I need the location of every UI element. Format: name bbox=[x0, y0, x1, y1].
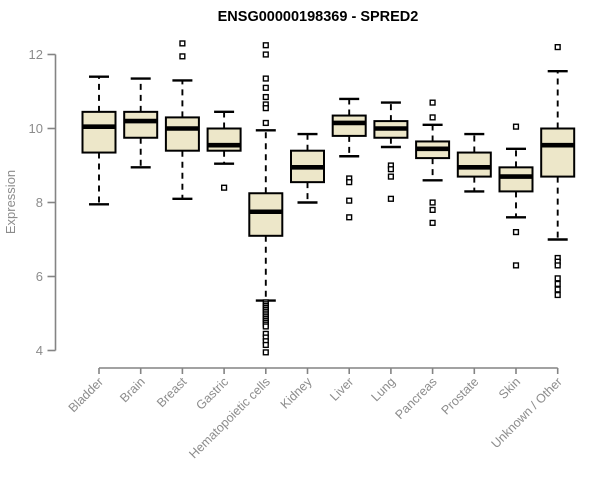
outlier-point bbox=[554, 280, 561, 288]
boxplot-group bbox=[206, 110, 242, 191]
outlier-point bbox=[429, 219, 436, 226]
x-category-label: Liver bbox=[327, 375, 356, 404]
outlier-point bbox=[429, 199, 436, 206]
iqr-box bbox=[248, 192, 284, 237]
outlier-point bbox=[179, 53, 186, 60]
outlier-point bbox=[262, 105, 269, 112]
boxplot-group bbox=[290, 132, 325, 204]
y-tick-label: 6 bbox=[36, 269, 43, 284]
outlier-point bbox=[554, 262, 561, 269]
iqr-box bbox=[498, 166, 534, 193]
outlier-point bbox=[429, 206, 436, 214]
outlier-point bbox=[387, 195, 395, 202]
x-category-label: Bladder bbox=[66, 375, 106, 415]
boxplot-group bbox=[540, 44, 576, 299]
outlier-point bbox=[512, 228, 520, 236]
outlier-point bbox=[512, 262, 520, 269]
y-axis-label: Expression bbox=[3, 170, 18, 234]
y-tick-label: 4 bbox=[36, 343, 43, 358]
outlier-point bbox=[554, 286, 561, 293]
boxplot-group bbox=[373, 101, 409, 202]
x-category-label: Prostate bbox=[439, 375, 482, 418]
boxplot-group bbox=[415, 99, 451, 226]
y-axis: 4 6 8 10 12 bbox=[29, 47, 57, 358]
outlier-point bbox=[262, 84, 269, 91]
outlier-point bbox=[262, 93, 269, 101]
outlier-point bbox=[554, 291, 561, 299]
outlier-point bbox=[387, 173, 395, 180]
iqr-box bbox=[331, 114, 367, 137]
x-category-label: Brain bbox=[117, 375, 148, 406]
x-category-label: Hematopoietic cells bbox=[186, 375, 273, 462]
outlier-point bbox=[220, 184, 228, 191]
outlier-point bbox=[346, 214, 353, 221]
y-tick-label: 8 bbox=[36, 195, 43, 210]
outlier-point bbox=[262, 349, 269, 356]
y-tick-label: 12 bbox=[29, 47, 43, 62]
boxplot-group bbox=[498, 123, 534, 269]
outlier-point bbox=[512, 123, 520, 130]
boxplot-group bbox=[81, 75, 117, 206]
outlier-point bbox=[554, 275, 561, 282]
outlier-point bbox=[179, 40, 186, 47]
iqr-box bbox=[456, 151, 492, 178]
box-series bbox=[81, 40, 576, 356]
outlier-point bbox=[262, 75, 269, 82]
x-category-label: Kidney bbox=[278, 374, 315, 411]
chart-title: ENSG00000198369 - SPRED2 bbox=[218, 9, 419, 25]
x-category-label: Gastric bbox=[193, 375, 231, 413]
iqr-box bbox=[540, 127, 576, 178]
boxplot-group bbox=[456, 132, 492, 193]
iqr-box bbox=[164, 116, 200, 152]
iqr-box bbox=[81, 110, 117, 154]
outlier-point bbox=[346, 197, 353, 204]
iqr-box bbox=[123, 110, 159, 139]
outlier-point bbox=[429, 99, 436, 106]
boxplot-group bbox=[123, 77, 159, 169]
outlier-point bbox=[262, 119, 269, 127]
outlier-point bbox=[554, 44, 561, 51]
x-category-label: Breast bbox=[154, 374, 190, 410]
outlier-point bbox=[387, 166, 395, 173]
outlier-point bbox=[346, 179, 353, 186]
x-category-label: Lung bbox=[368, 375, 398, 405]
outlier-point bbox=[262, 42, 269, 49]
outlier-point bbox=[262, 51, 269, 58]
x-category-label: Unknown / Other bbox=[489, 375, 565, 451]
x-category-label: Skin bbox=[496, 375, 523, 402]
outlier-point bbox=[429, 114, 436, 121]
boxplot-group bbox=[331, 97, 367, 221]
outlier-point bbox=[262, 341, 269, 349]
boxplot-group bbox=[248, 42, 284, 356]
x-category-label: Pancreas bbox=[392, 375, 439, 422]
boxplot-group bbox=[164, 40, 200, 201]
y-tick-label: 10 bbox=[29, 121, 43, 136]
outlier-point bbox=[262, 323, 269, 330]
